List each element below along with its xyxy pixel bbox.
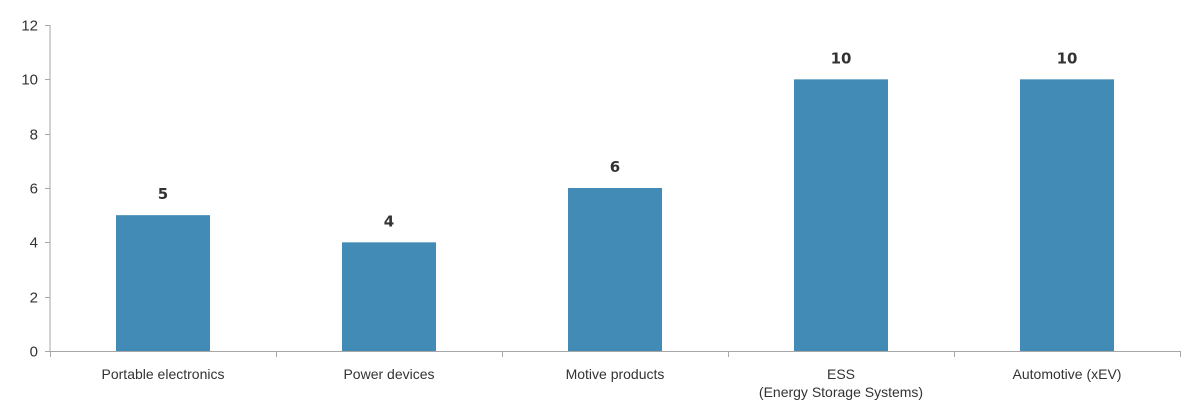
y-tick-label: 6	[30, 181, 38, 198]
x-category-label: Automotive (xEV)	[1013, 366, 1122, 382]
bar	[342, 242, 436, 351]
bar	[116, 215, 210, 351]
x-category-label: ESS	[827, 366, 855, 382]
y-axis: 0 2 4 6 8 10 12	[21, 18, 51, 361]
data-label: 4	[384, 212, 394, 230]
y-tick-label: 0	[30, 344, 38, 361]
bars	[116, 79, 1114, 351]
y-tick-label: 4	[30, 235, 38, 252]
y-tick-label: 10	[21, 72, 38, 89]
data-label: 5	[158, 185, 168, 203]
x-category-label: Portable electronics	[102, 366, 225, 382]
category-labels: Portable electronics Power devices Motive …	[102, 366, 1122, 400]
y-tick-label: 12	[21, 18, 38, 35]
y-tick-label: 8	[30, 127, 38, 144]
x-category-label: Power devices	[343, 366, 434, 382]
y-tick-label: 2	[30, 290, 38, 307]
data-label: 10	[1057, 49, 1078, 67]
data-label: 10	[831, 49, 852, 67]
data-label: 6	[610, 158, 620, 176]
bar	[1020, 79, 1114, 351]
x-axis	[50, 351, 1181, 357]
bar	[568, 188, 662, 351]
x-category-label: Motive products	[566, 366, 665, 382]
x-category-label: (Energy Storage Systems)	[759, 384, 923, 400]
bar	[794, 79, 888, 351]
data-labels: 5 4 6 10 10	[158, 49, 1078, 230]
